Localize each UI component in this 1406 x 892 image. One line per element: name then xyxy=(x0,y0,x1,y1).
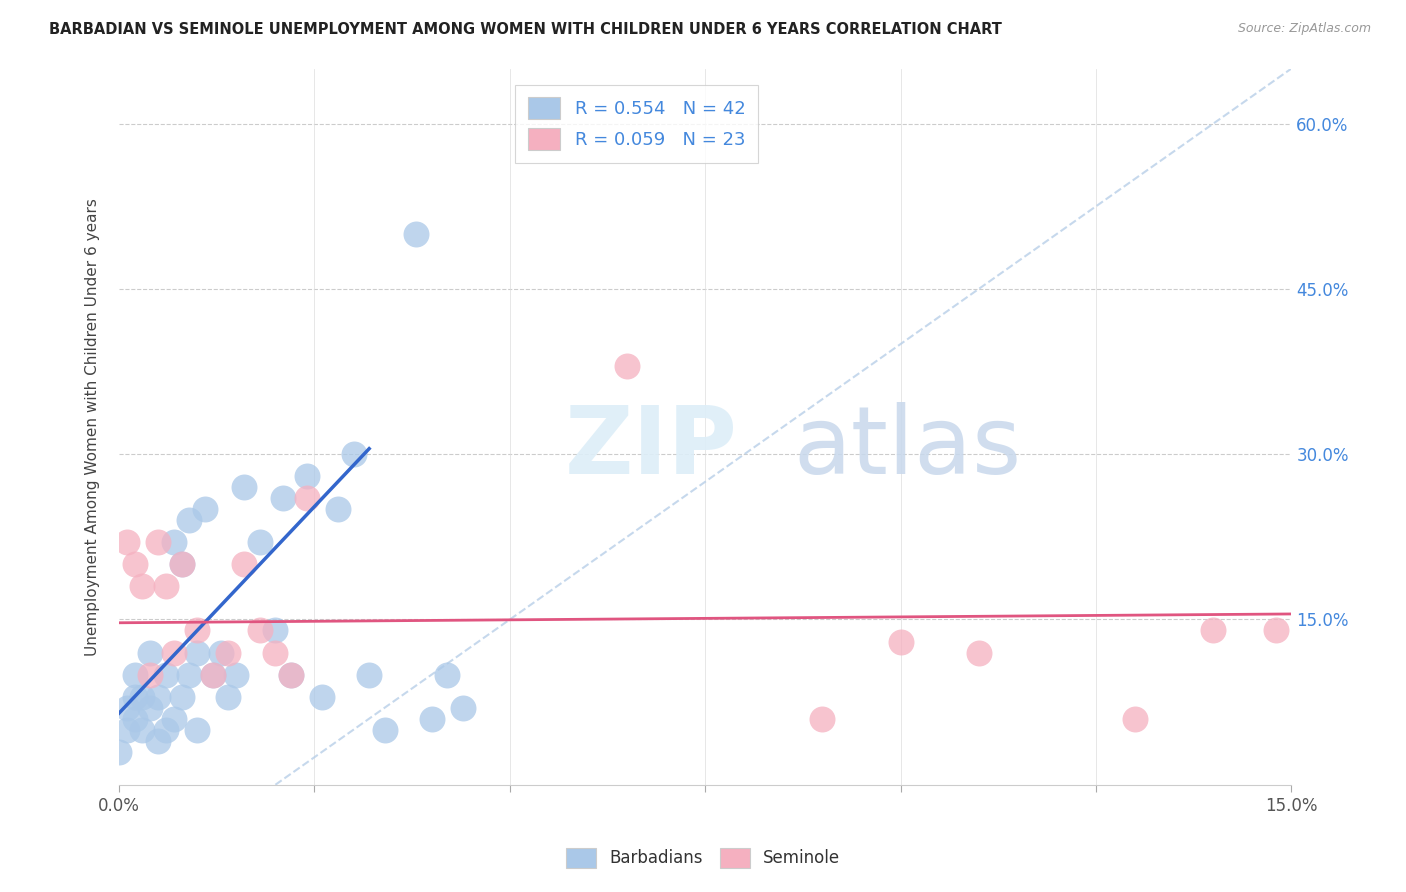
Point xyxy=(436,667,458,681)
Y-axis label: Unemployment Among Women with Children Under 6 years: Unemployment Among Women with Children U… xyxy=(86,198,100,656)
Text: atlas: atlas xyxy=(793,402,1021,494)
Point xyxy=(146,535,169,549)
Point xyxy=(890,634,912,648)
Point xyxy=(374,723,396,737)
Point xyxy=(115,700,138,714)
Point xyxy=(811,712,834,726)
Point xyxy=(155,667,177,681)
Point xyxy=(124,690,146,704)
Point xyxy=(170,558,193,572)
Point xyxy=(194,502,217,516)
Point xyxy=(967,646,990,660)
Text: ZIP: ZIP xyxy=(565,402,737,494)
Point xyxy=(1264,624,1286,638)
Point xyxy=(124,558,146,572)
Point xyxy=(295,469,318,483)
Point xyxy=(146,733,169,747)
Point xyxy=(186,624,208,638)
Point xyxy=(124,667,146,681)
Point xyxy=(264,624,287,638)
Point xyxy=(209,646,232,660)
Point xyxy=(170,558,193,572)
Point xyxy=(311,690,333,704)
Point xyxy=(139,700,162,714)
Point xyxy=(264,646,287,660)
Point xyxy=(342,447,364,461)
Point xyxy=(186,723,208,737)
Point xyxy=(163,712,186,726)
Point xyxy=(201,667,224,681)
Point xyxy=(146,690,169,704)
Point xyxy=(280,667,302,681)
Point xyxy=(1202,624,1225,638)
Point xyxy=(155,723,177,737)
Point xyxy=(295,491,318,506)
Point xyxy=(155,579,177,593)
Legend: Barbadians, Seminole: Barbadians, Seminole xyxy=(560,841,846,875)
Point xyxy=(233,480,256,494)
Point xyxy=(201,667,224,681)
Point xyxy=(217,646,239,660)
Point xyxy=(249,624,271,638)
Point xyxy=(186,646,208,660)
Point xyxy=(170,690,193,704)
Point xyxy=(131,690,153,704)
Point xyxy=(217,690,239,704)
Point xyxy=(405,227,427,241)
Legend: R = 0.554   N = 42, R = 0.059   N = 23: R = 0.554 N = 42, R = 0.059 N = 23 xyxy=(515,85,758,163)
Point xyxy=(108,745,131,759)
Point xyxy=(271,491,294,506)
Point xyxy=(163,646,186,660)
Text: Source: ZipAtlas.com: Source: ZipAtlas.com xyxy=(1237,22,1371,36)
Point xyxy=(115,723,138,737)
Point xyxy=(616,359,638,373)
Point xyxy=(139,667,162,681)
Point xyxy=(280,667,302,681)
Point xyxy=(131,723,153,737)
Point xyxy=(124,712,146,726)
Point xyxy=(451,700,474,714)
Point xyxy=(163,535,186,549)
Text: BARBADIAN VS SEMINOLE UNEMPLOYMENT AMONG WOMEN WITH CHILDREN UNDER 6 YEARS CORRE: BARBADIAN VS SEMINOLE UNEMPLOYMENT AMONG… xyxy=(49,22,1002,37)
Point xyxy=(233,558,256,572)
Point xyxy=(139,646,162,660)
Point xyxy=(115,535,138,549)
Point xyxy=(179,667,201,681)
Point xyxy=(359,667,381,681)
Point xyxy=(1123,712,1146,726)
Point xyxy=(179,513,201,527)
Point xyxy=(420,712,443,726)
Point xyxy=(249,535,271,549)
Point xyxy=(131,579,153,593)
Point xyxy=(225,667,247,681)
Point xyxy=(326,502,349,516)
